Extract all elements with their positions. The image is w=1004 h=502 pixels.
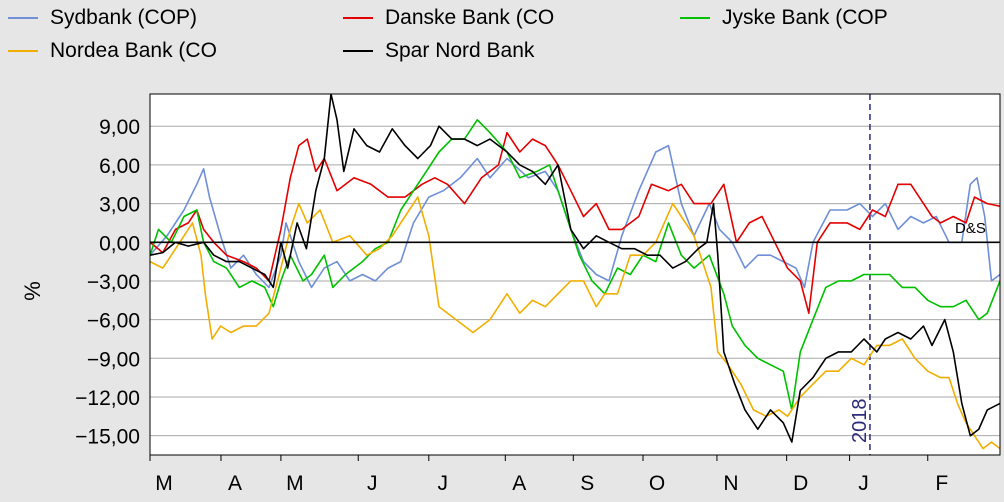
x-tick-label: M: [155, 472, 173, 495]
x-tick-label: J: [858, 472, 869, 495]
legend: Sydbank (COP) Danske Bank (CO Jyske Bank…: [0, 0, 1004, 80]
legend-swatch-danske-bank: [343, 17, 373, 19]
y-tick-label: 3,00: [99, 194, 140, 217]
y-tick-label: 0,00: [99, 232, 140, 255]
legend-swatch-sydbank: [8, 17, 38, 19]
y-tick-label: −15,00: [75, 426, 140, 449]
y-axis-label: %: [20, 281, 45, 301]
y-tick-label: 6,00: [99, 155, 140, 178]
legend-swatch-spar-nord-bank: [343, 50, 373, 52]
x-tick-label: O: [649, 472, 665, 495]
series-line-nordea-bank-co: [150, 196, 1000, 450]
y-tick-label: −3,00: [87, 271, 140, 294]
legend-swatch-jyske-bank: [680, 17, 710, 19]
x-tick-label: A: [512, 472, 526, 495]
x-tick-label: M: [286, 472, 304, 495]
legend-swatch-nordea-bank: [8, 50, 38, 52]
series-line-danske-bank-co: [150, 131, 1000, 314]
plot-border: [149, 93, 1001, 456]
legend-item-danske-bank: Danske Bank (CO: [343, 6, 554, 30]
x-tick-label: A: [228, 472, 242, 495]
legend-item-jyske-bank: Jyske Bank (COP: [680, 6, 888, 30]
x-tick-label: J: [438, 472, 449, 495]
end-label: D&S: [955, 220, 986, 237]
legend-label-spar-nord-bank: Spar Nord Bank: [385, 39, 535, 62]
y-tick-label: −9,00: [87, 348, 140, 371]
x-tick-label: N: [723, 472, 738, 495]
series-group: [150, 94, 1000, 450]
legend-label-nordea-bank: Nordea Bank (CO: [50, 39, 217, 62]
y-tick-label: 9,00: [99, 116, 140, 139]
series-line-sydbank-cop: [150, 144, 1000, 289]
x-tick-label: S: [580, 472, 594, 495]
legend-label-sydbank: Sydbank (COP): [50, 6, 198, 29]
series-line-spar-nord-bank: [150, 94, 1000, 443]
y-tick-label: −12,00: [75, 387, 140, 410]
legend-item-sydbank: Sydbank (COP): [8, 6, 197, 30]
legend-item-nordea-bank: Nordea Bank (CO: [8, 39, 217, 63]
x-tick-label: J: [367, 472, 378, 495]
legend-label-danske-bank: Danske Bank (CO: [385, 6, 555, 29]
legend-item-spar-nord-bank: Spar Nord Bank: [343, 39, 534, 63]
year-marker-label: 2018: [849, 399, 871, 444]
legend-label-jyske-bank: Jyske Bank (COP: [722, 6, 888, 29]
x-tick-label: D: [793, 472, 808, 495]
x-tick-label: F: [935, 472, 948, 495]
plot-area: [150, 94, 1000, 455]
y-tick-label: −6,00: [87, 310, 140, 333]
